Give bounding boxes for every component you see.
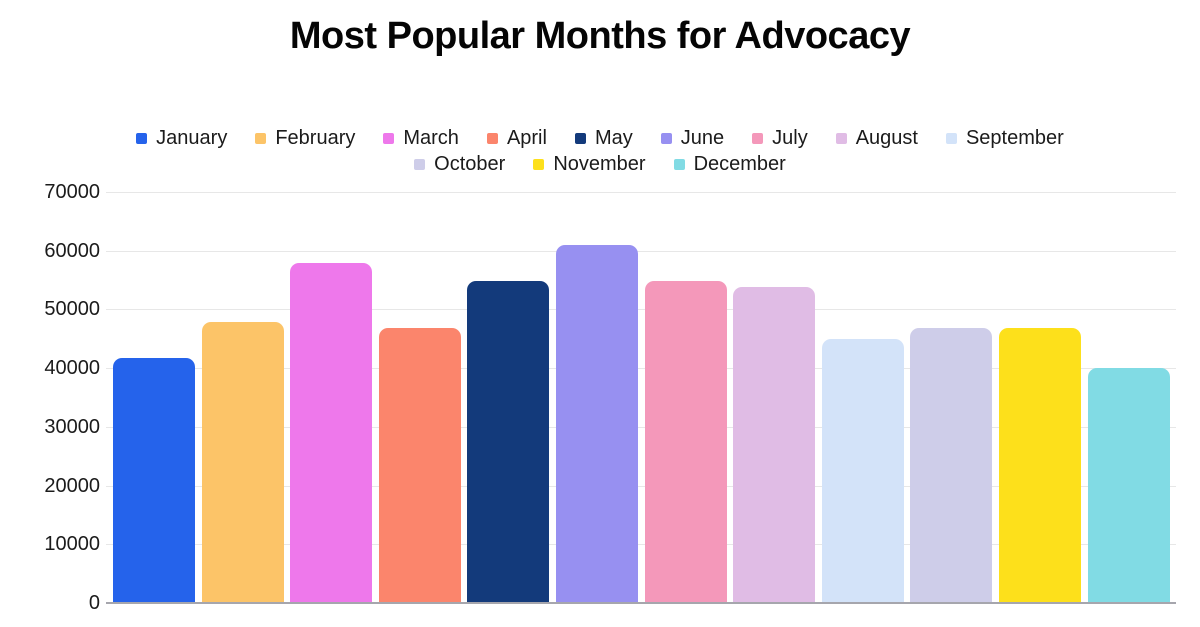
legend-item-october: October — [414, 152, 505, 176]
legend-label-december: December — [693, 153, 786, 175]
legend-label-june: June — [680, 127, 725, 149]
y-axis-tick-label-20000: 20000 — [44, 474, 100, 497]
y-axis-tick-label-0: 0 — [88, 592, 100, 614]
legend-swatch-june — [660, 132, 672, 144]
y-axis-tick-label-50000: 50000 — [44, 298, 100, 321]
legend-swatch-december — [673, 158, 685, 170]
legend-row-1: January February March April May June July Augu… — [136, 126, 1064, 150]
legend-swatch-april — [486, 132, 498, 144]
gridline-60000 — [106, 250, 1176, 252]
legend-item-december: December — [673, 152, 786, 176]
bar-march — [290, 263, 372, 603]
legend-label-september: September — [965, 127, 1064, 149]
legend-swatch-march — [383, 132, 395, 144]
gridline-20000 — [106, 485, 1176, 487]
bar-july — [645, 280, 727, 603]
gridline-40000 — [106, 368, 1176, 370]
y-axis-tick-label-40000: 40000 — [44, 357, 100, 380]
gridline-10000 — [106, 544, 1176, 546]
bar-february — [202, 321, 284, 603]
legend-label-january: January — [156, 127, 228, 149]
bar-april — [379, 328, 461, 603]
legend-item-august: August — [835, 126, 918, 150]
bar-august — [733, 286, 815, 603]
legend-swatch-january — [136, 132, 148, 144]
legend-label-february: February — [275, 127, 356, 149]
legend-item-may: May — [574, 126, 633, 150]
x-axis-line — [106, 602, 1176, 604]
legend-swatch-july — [752, 132, 764, 144]
bar-may — [467, 281, 549, 603]
bar-december — [1088, 368, 1170, 603]
legend-label-august: August — [855, 127, 918, 149]
legend-label-november: November — [553, 153, 646, 175]
legend-label-april: April — [506, 127, 547, 149]
gridline-50000 — [106, 309, 1176, 311]
legend-label-july: July — [772, 127, 808, 149]
y-axis-tick-label-70000: 70000 — [44, 181, 100, 203]
legend-swatch-november — [533, 158, 545, 170]
bar-september — [822, 339, 904, 603]
legend-swatch-may — [574, 132, 586, 144]
gridline-30000 — [106, 426, 1176, 428]
legend-item-january: January — [136, 126, 227, 150]
legend-swatch-february — [255, 132, 267, 144]
y-axis-tick-label-60000: 60000 — [44, 239, 100, 262]
legend-label-october: October — [434, 153, 506, 175]
legend-item-july: July — [752, 126, 808, 150]
legend-label-may: May — [594, 127, 633, 149]
legend-item-november: November — [533, 152, 646, 176]
legend-item-february: February — [255, 126, 355, 150]
legend-item-march: March — [383, 126, 459, 150]
legend-swatch-august — [835, 132, 847, 144]
legend: January February March April May June July Augu… — [0, 126, 1200, 176]
bar-october — [910, 327, 992, 603]
chart-title: Most Popular Months for Advocacy — [289, 15, 911, 57]
legend-item-september: September — [945, 126, 1064, 150]
y-axis-tick-label-10000: 10000 — [44, 533, 100, 556]
bar-june — [556, 244, 638, 603]
legend-item-june: June — [660, 126, 725, 150]
legend-swatch-september — [945, 132, 957, 144]
legend-label-march: March — [403, 127, 459, 149]
gridline-70000 — [106, 192, 1176, 193]
bar-november — [999, 327, 1081, 603]
bar-january — [113, 358, 195, 603]
legend-row-2: October November December — [414, 152, 786, 176]
y-axis-tick-label-30000: 30000 — [44, 415, 100, 438]
legend-swatch-october — [414, 158, 426, 170]
legend-item-april: April — [486, 126, 547, 150]
